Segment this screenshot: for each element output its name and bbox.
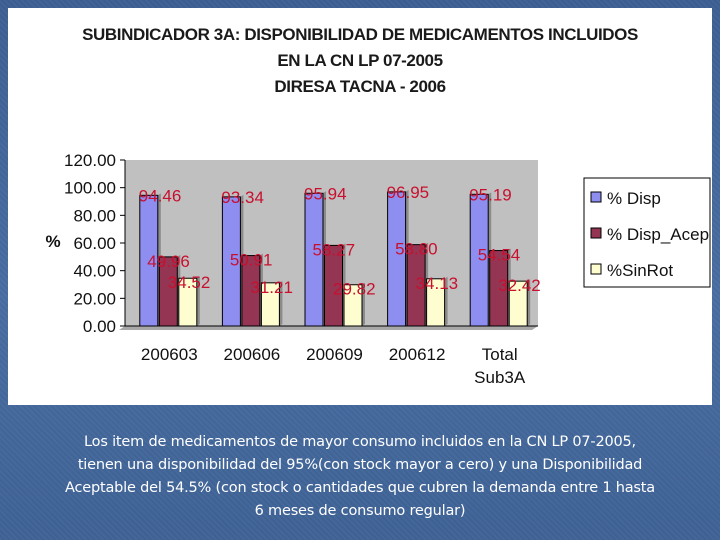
bar--disp xyxy=(139,194,159,327)
legend-swatch xyxy=(590,191,602,203)
plot-floor xyxy=(119,326,538,330)
legend-label: % Disp xyxy=(607,189,661,208)
caption-line-2: tienen una disponibilidad del 95%(con st… xyxy=(77,457,643,473)
legend-swatch xyxy=(590,263,602,275)
bar-side xyxy=(196,276,200,326)
slide-caption: Los item de medicamentos de mayor consum… xyxy=(20,431,700,523)
data-label: 54.54 xyxy=(478,246,521,265)
caption-line-4: 6 meses de consumo regular) xyxy=(254,503,466,519)
x-tick-label: 200603 xyxy=(141,345,198,364)
x-tick-label: Sub3A xyxy=(474,368,526,387)
bar-side xyxy=(527,279,531,326)
bar--disp-acep xyxy=(406,244,426,327)
x-tick-label: 200606 xyxy=(224,345,281,364)
bar--disp xyxy=(387,191,407,327)
y-tick-label: 60.00 xyxy=(73,234,116,253)
bar--disp-acep xyxy=(489,250,509,327)
data-label: 50.91 xyxy=(230,251,273,270)
data-label: 58.80 xyxy=(395,240,438,259)
bar--sinrot xyxy=(260,282,280,327)
bar--sinrot xyxy=(178,277,198,327)
x-tick-label: 200609 xyxy=(306,345,363,364)
y-tick-label: 120.00 xyxy=(64,151,116,170)
y-tick-label: 40.00 xyxy=(73,262,116,281)
bar--sinrot xyxy=(426,278,446,327)
caption-line-3: Aceptable del 54.5% (con stock o cantida… xyxy=(65,480,655,496)
chart-title-line-3: DIRESA TACNA - 2006 xyxy=(274,77,446,96)
bar--disp xyxy=(221,196,241,327)
bar--disp xyxy=(469,193,489,327)
y-axis-label: % xyxy=(45,232,60,251)
x-tick-label: 200612 xyxy=(389,345,446,364)
bar-side xyxy=(362,282,365,326)
data-label: 96.95 xyxy=(387,183,430,202)
chart-title-line-2: EN LA CN LP 07-2005 xyxy=(277,51,443,70)
data-label: 34.13 xyxy=(416,274,459,293)
data-label: 31.21 xyxy=(250,278,293,297)
data-label: 49.96 xyxy=(147,252,190,271)
y-tick-label: 80.00 xyxy=(73,206,116,225)
bar--sinrot xyxy=(343,284,363,327)
chart-title-line-1: SUBINDICADOR 3A: DISPONIBILIDAD DE MEDIC… xyxy=(82,25,638,44)
legend-box xyxy=(583,177,711,288)
data-label: 34.52 xyxy=(168,273,211,292)
data-label: 95.94 xyxy=(304,184,347,203)
data-label: 93.34 xyxy=(221,188,264,207)
bar-side xyxy=(279,280,283,326)
data-label: 94.46 xyxy=(139,186,182,205)
x-tick-label: Total xyxy=(482,345,518,364)
bar--disp-acep xyxy=(241,255,261,327)
legend-label: % Disp_Acep xyxy=(607,225,709,244)
legend-label: %SinRot xyxy=(607,261,673,280)
chart-title: SUBINDICADOR 3A: DISPONIBILIDAD DE MEDIC… xyxy=(8,22,712,100)
bar-side xyxy=(444,276,448,326)
bar--disp xyxy=(304,192,324,327)
data-label: 58.27 xyxy=(313,240,356,259)
caption-line-1: Los item de medicamentos de mayor consum… xyxy=(84,434,636,450)
bar--disp-acep xyxy=(324,244,343,327)
y-tick-label: 20.00 xyxy=(73,289,116,308)
data-label: 95.19 xyxy=(469,185,512,204)
data-label: 32.42 xyxy=(498,276,541,295)
y-tick-label: 0.00 xyxy=(83,317,116,336)
legend-swatch xyxy=(590,227,602,239)
bar--disp-acep xyxy=(158,256,178,327)
data-label: 29.82 xyxy=(333,280,376,299)
y-tick-label: 100.00 xyxy=(64,179,116,198)
bar--sinrot xyxy=(508,280,528,327)
